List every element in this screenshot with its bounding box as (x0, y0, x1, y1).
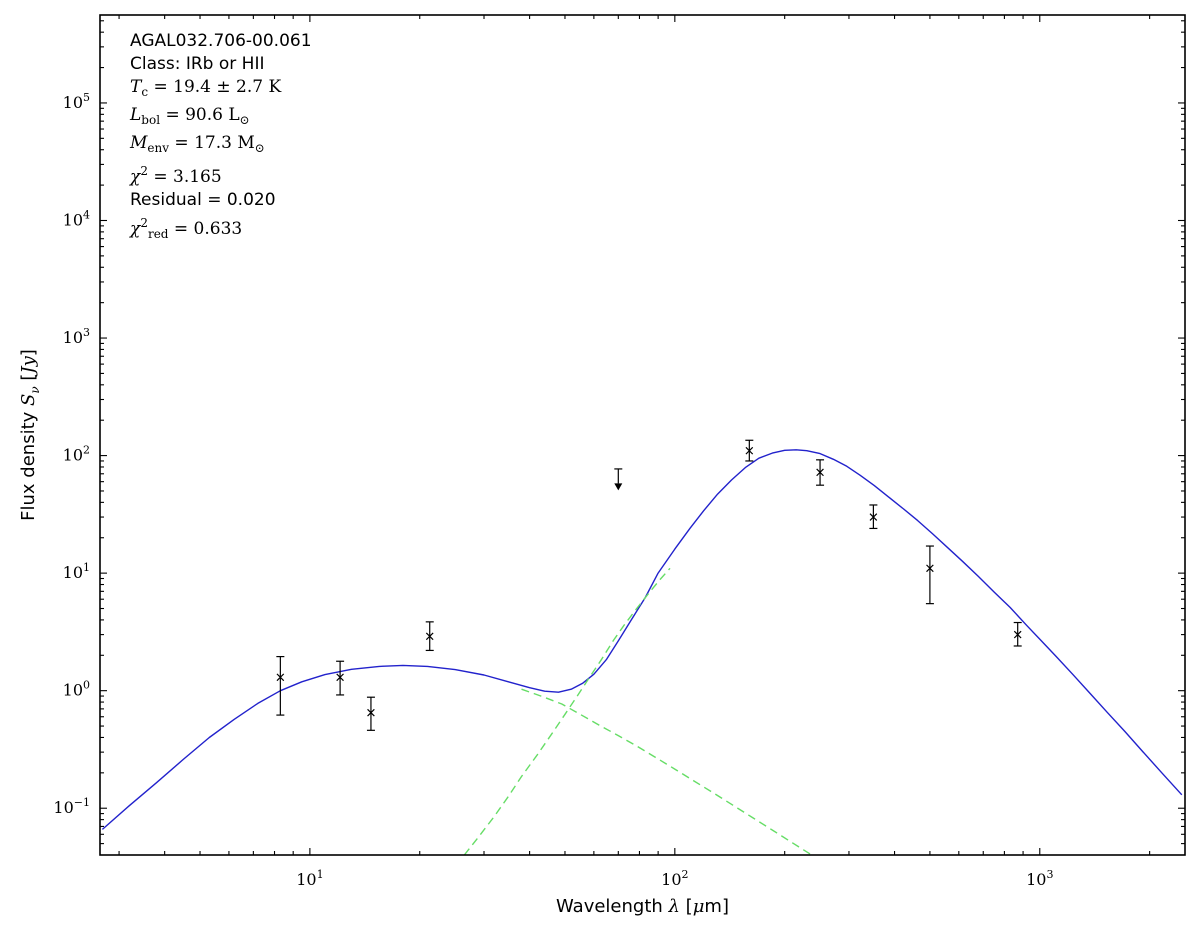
plot-frame (99, 14, 1186, 856)
y-tick-label: 103 (63, 326, 90, 347)
y-tick-label: 104 (63, 208, 90, 229)
annotation-segment: T (130, 77, 142, 97)
annotation-segment: env (147, 141, 170, 155)
annotation-line-4: Menv = 17.3 M⊙ (130, 132, 312, 160)
data-point (336, 660, 345, 696)
y-tick-label: 100 (63, 679, 90, 700)
series-model-total (101, 449, 1183, 830)
fit-parameters-annotation: AGAL032.706-00.061 Class: IRb or HII Tc = … (130, 30, 312, 246)
y-tick-label: 105 (63, 91, 90, 112)
series-cold-component (463, 567, 671, 855)
data-point (869, 504, 878, 530)
y-tick-label: 101 (63, 561, 90, 582)
y-tick-label: 102 (63, 444, 90, 465)
annotation-line-0: AGAL032.706-00.061 (130, 30, 312, 53)
annotation-segment: Residual = 0.020 (130, 190, 276, 210)
annotation-line-2: Tc = 19.4 ± 2.7 K (130, 76, 312, 104)
x-tick-label: 102 (661, 868, 688, 889)
model-curves (101, 449, 1183, 855)
series-warm-component (521, 688, 813, 855)
annotation-segment: 2 (140, 216, 148, 230)
data-point (1013, 621, 1022, 647)
annotation-segment: Class: IRb or HII (130, 54, 265, 74)
data-point (745, 439, 754, 462)
annotation-segment: = 17.3 M (169, 133, 255, 153)
x-tick-label: 103 (1026, 868, 1053, 889)
annotation-segment: ⊙ (239, 113, 250, 127)
annotation-segment: red (147, 227, 169, 241)
annotation-segment: χ (130, 167, 141, 187)
data-point (276, 655, 285, 716)
y-axis-label: Flux density Sν [Jy] (18, 349, 42, 521)
x-tick-label: 101 (296, 868, 323, 889)
annotation-line-7: χ2red = 0.633 (130, 212, 312, 246)
annotation-segment: AGAL032.706-00.061 (130, 31, 312, 51)
upper-limit-arrow-icon (614, 483, 623, 491)
annotation-line-6: Residual = 0.020 (130, 189, 312, 212)
annotation-segment: ⊙ (254, 141, 265, 155)
data-point (366, 696, 375, 731)
annotation-line-5: χ2 = 3.165 (130, 160, 312, 189)
y-tick-label: 10−1 (53, 796, 90, 817)
annotation-segment: = 3.165 (147, 167, 222, 187)
data-point (816, 459, 825, 486)
annotation-line-3: Lbol = 90.6 L⊙ (130, 104, 312, 132)
annotation-segment: = 0.633 (168, 219, 243, 239)
annotation-segment: = 90.6 L (160, 105, 240, 125)
annotation-segment: M (130, 133, 148, 153)
x-axis-label: Wavelength λ [μm] (556, 896, 729, 917)
annotation-segment: c (141, 85, 149, 99)
data-point (425, 621, 434, 652)
annotation-segment: = 19.4 ± 2.7 K (148, 77, 282, 97)
annotation-line-1: Class: IRb or HII (130, 53, 312, 76)
data-points (276, 439, 1022, 731)
annotation-segment: χ (130, 219, 141, 239)
data-point (925, 545, 934, 605)
data-point (614, 468, 623, 491)
annotation-segment: L (130, 105, 142, 125)
annotation-segment: 2 (140, 164, 148, 178)
annotation-segment: bol (141, 113, 161, 127)
